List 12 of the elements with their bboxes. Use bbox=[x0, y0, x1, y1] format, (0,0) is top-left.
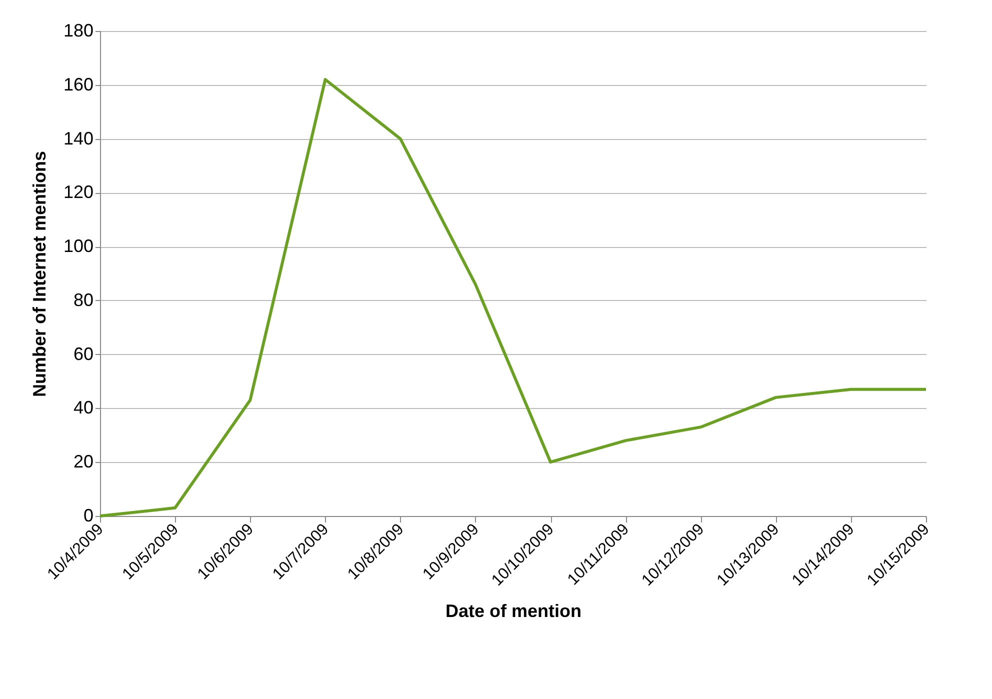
y-tick-label: 180 bbox=[63, 20, 94, 40]
y-tick-label: 40 bbox=[73, 398, 94, 418]
y-tick-label: 100 bbox=[63, 236, 94, 256]
y-tick-label: 160 bbox=[63, 74, 94, 94]
y-tick-label: 140 bbox=[63, 128, 94, 148]
y-tick-label: 60 bbox=[73, 344, 94, 364]
y-tick-label: 120 bbox=[63, 182, 94, 202]
x-axis-title: Date of mention bbox=[445, 600, 582, 621]
y-tick-label: 0 bbox=[83, 506, 94, 526]
y-tick-label: 80 bbox=[73, 290, 94, 310]
y-tick-label: 20 bbox=[73, 452, 94, 472]
y-axis-title: Number of Internet mentions bbox=[29, 150, 50, 398]
